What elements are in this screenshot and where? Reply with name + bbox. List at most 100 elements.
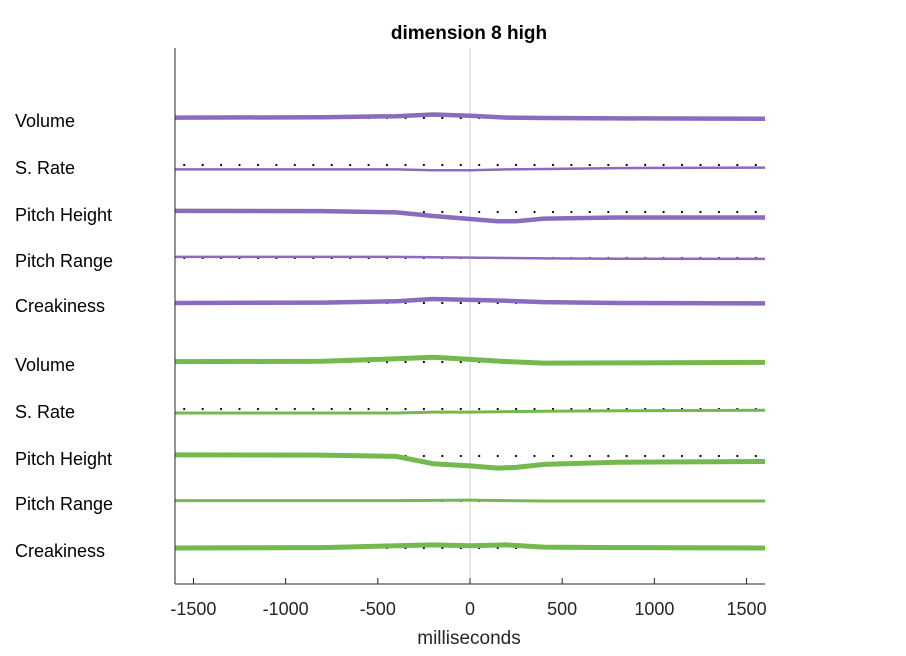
row-label-volume: Volume xyxy=(15,111,75,131)
baseline-dot xyxy=(588,163,591,167)
series-line-pitch-range-group2 xyxy=(175,498,765,503)
baseline-dot xyxy=(533,407,536,411)
baseline-dot xyxy=(238,163,241,167)
baseline-dot xyxy=(312,407,315,411)
x-tick-label: -500 xyxy=(360,599,396,619)
baseline-dot xyxy=(717,454,721,458)
baseline-dot xyxy=(736,210,739,214)
baseline-dot xyxy=(478,210,481,214)
x-tick-label: -1500 xyxy=(170,599,216,619)
baseline-dot xyxy=(754,210,757,214)
baseline-dot xyxy=(459,407,462,411)
baseline-dot xyxy=(349,407,352,411)
baseline-dot xyxy=(699,163,702,167)
baseline-dot xyxy=(201,163,204,167)
baseline-dot xyxy=(459,360,462,364)
series-line-s-rate-group2 xyxy=(175,408,766,415)
baseline-dot xyxy=(625,163,628,167)
x-tick-label: 0 xyxy=(465,599,475,619)
row-labels: Volume S. Rate Pitch Height Pitch Range Crea… xyxy=(15,111,113,561)
baseline-dot xyxy=(441,301,444,305)
baseline-dot xyxy=(496,407,499,411)
baseline-dot xyxy=(367,407,370,411)
baseline-dot xyxy=(625,210,628,214)
baseline-dot xyxy=(459,301,462,305)
baseline-dot xyxy=(533,210,536,214)
baseline-dot xyxy=(441,116,444,120)
baseline-dot xyxy=(422,454,425,458)
series-line-volume-group2 xyxy=(174,354,766,366)
baseline-dot xyxy=(496,163,499,167)
baseline-dot xyxy=(533,163,536,167)
baseline-dot xyxy=(404,163,407,167)
baseline-dot xyxy=(441,210,444,214)
row-label-pitch-height: Pitch Height xyxy=(15,205,112,225)
baseline-dot xyxy=(607,163,610,167)
baseline-dot xyxy=(459,210,462,214)
row-label-creakiness: Creakiness xyxy=(15,541,105,561)
series-line-pitch-height-group1 xyxy=(174,208,765,224)
baseline-dot xyxy=(570,454,573,458)
baseline-dot xyxy=(422,116,425,120)
x-tick-label: 1000 xyxy=(634,599,674,619)
baseline-dot xyxy=(404,407,407,411)
baseline-dot xyxy=(238,407,241,411)
baseline-dot xyxy=(699,454,702,458)
baseline-dot xyxy=(680,210,684,214)
baseline-dot xyxy=(275,163,278,167)
baseline-dot xyxy=(680,454,684,458)
row-label-pitch-height: Pitch Height xyxy=(15,449,112,469)
baseline-dot xyxy=(422,163,425,167)
baseline-dot xyxy=(201,407,204,411)
chart-title: dimension 8 high xyxy=(391,23,547,44)
baseline-dot xyxy=(441,163,444,167)
series-line-s-rate-group1 xyxy=(175,166,766,172)
baseline-dot xyxy=(349,163,352,167)
row-label-s-rate: S. Rate xyxy=(15,402,75,422)
baseline-dot xyxy=(717,163,721,167)
baseline-dot xyxy=(551,454,555,458)
baseline-dot xyxy=(404,360,407,364)
baseline-dot xyxy=(607,454,610,458)
x-tick-label: -1000 xyxy=(263,599,309,619)
baseline-dot xyxy=(662,163,665,167)
baseline-dot xyxy=(330,163,333,167)
baseline-dot xyxy=(422,360,425,364)
baseline-dot xyxy=(754,163,757,167)
baseline-dot xyxy=(533,454,536,458)
baseline-dot xyxy=(422,407,425,411)
baseline-dot xyxy=(183,407,186,411)
baseline-dot xyxy=(256,163,260,167)
baseline-dot xyxy=(478,454,481,458)
row-label-pitch-range: Pitch Range xyxy=(15,251,113,271)
baseline-dot xyxy=(625,454,628,458)
baseline-dot xyxy=(478,407,481,411)
baseline-dot xyxy=(183,163,186,167)
baseline-dot xyxy=(312,163,315,167)
baseline-dot xyxy=(754,454,757,458)
baseline-dot xyxy=(220,163,223,167)
baseline-dot xyxy=(459,454,462,458)
baseline-dot xyxy=(736,454,739,458)
baseline-dot xyxy=(699,210,702,214)
baseline-dot xyxy=(478,301,481,305)
baseline-dot xyxy=(515,454,518,458)
baseline-dot xyxy=(607,210,610,214)
baseline-dot xyxy=(515,163,518,167)
baseline-dot xyxy=(680,163,684,167)
baseline-dot xyxy=(422,301,425,305)
baseline-dot xyxy=(570,210,573,214)
baseline-dot xyxy=(256,407,260,411)
series-line-volume-group1 xyxy=(174,112,766,121)
baseline-dot xyxy=(515,407,518,411)
series-layer xyxy=(174,112,766,551)
baseline-dot xyxy=(588,454,591,458)
baseline-dot xyxy=(551,210,555,214)
baseline-dot xyxy=(644,210,647,214)
baseline-dot xyxy=(220,407,223,411)
baseline-dot xyxy=(385,407,389,411)
baseline-dot xyxy=(644,163,647,167)
baseline-dot xyxy=(478,163,481,167)
series-line-pitch-range-group1 xyxy=(175,255,766,261)
